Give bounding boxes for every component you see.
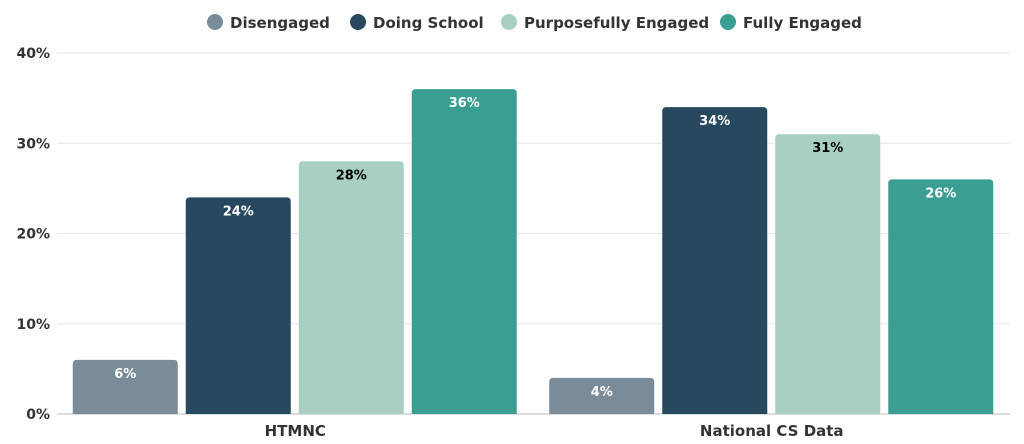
bar-value-label: 28%	[336, 168, 367, 183]
bar	[662, 107, 768, 415]
y-tick-label: 0%	[26, 407, 50, 423]
bar-value-label: 34%	[699, 114, 730, 129]
bar-group: 4% 34% 31% 26%	[549, 107, 994, 415]
bar	[185, 197, 291, 414]
category-label: National CS Data	[700, 422, 844, 440]
y-tick-label: 10%	[16, 317, 50, 333]
y-tick-label: 20%	[16, 227, 50, 243]
bar-value-label: 4%	[591, 385, 613, 400]
bar-value-label: 6%	[114, 367, 136, 382]
bar-value-label: 24%	[223, 204, 254, 219]
legend-label: Purposefully Engaged	[524, 14, 709, 32]
bar	[775, 134, 881, 414]
bar-value-label: 31%	[812, 141, 843, 156]
legend-label: Disengaged	[230, 14, 330, 32]
legend-marker	[350, 14, 366, 30]
bar	[888, 179, 994, 414]
bar	[549, 377, 655, 414]
bar-value-label: 26%	[925, 186, 956, 201]
y-tick-label: 30%	[16, 136, 50, 152]
y-tick-label: 40%	[16, 46, 50, 62]
bar	[72, 359, 178, 414]
legend-marker	[720, 14, 736, 30]
legend-label: Doing School	[373, 14, 484, 32]
category-label: HTMNC	[265, 422, 326, 440]
legend: Disengaged Doing School Purposefully Engag…	[207, 14, 862, 32]
legend-marker	[501, 14, 517, 30]
bar	[298, 161, 404, 414]
legend-marker	[207, 14, 223, 30]
bar-value-label: 36%	[449, 96, 480, 111]
bar	[411, 89, 517, 414]
legend-label: Fully Engaged	[743, 14, 862, 32]
bar-group: 6% 24% 28% 36%	[72, 89, 517, 414]
